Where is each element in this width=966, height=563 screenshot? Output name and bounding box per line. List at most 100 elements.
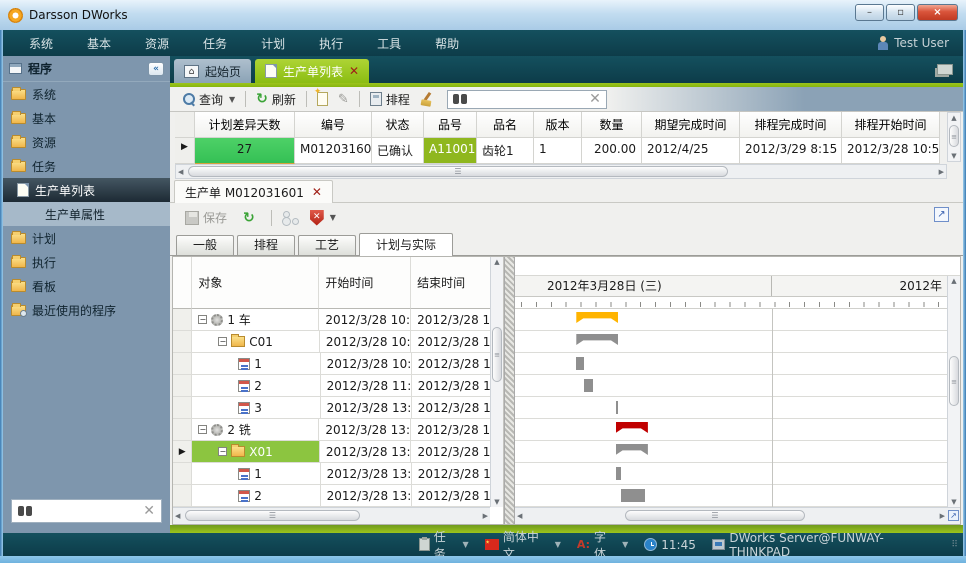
subtab-2[interactable]: 工艺 [298,235,357,255]
tree-object-cell[interactable]: − 2 铣 [192,419,320,441]
tree-table-horizontal-scrollbar[interactable]: ◀ ☰ ▶ [173,507,490,524]
gantt-row-0[interactable] [515,309,960,331]
grid-cell-9[interactable]: 2012/3/28 10:52 [842,138,940,164]
grid-column-header-5[interactable]: 版本 [534,112,582,138]
tree-row-4[interactable]: 3 2012/3/28 13:302012/3/28 13:40 [173,397,503,419]
grid-vertical-scrollbar[interactable]: ▲ ≡ ▼ [947,112,961,162]
detail-tab[interactable]: 生产单 M012031601 ✕ [174,180,333,203]
grid-column-header-4[interactable]: 品名 [477,112,534,138]
resize-grip[interactable]: ⠿ [951,539,959,550]
detail-tab-close-icon[interactable]: ✕ [311,185,322,199]
gantt-bar-summary[interactable] [616,444,648,455]
sidebar-item-9[interactable]: 最近使用的程序 [3,298,170,322]
sidebar-collapse-button[interactable]: « [148,61,164,76]
grid-column-header-2[interactable]: 状态 [372,112,424,138]
gantt-row-5[interactable] [515,419,960,441]
grid-cell-5[interactable]: 1 [534,138,582,164]
tree-table-vertical-scrollbar[interactable]: ▲ ≡ ▼ [490,257,503,507]
gantt-popout-corner[interactable]: ↗ [947,507,960,524]
sidebar-search-clear-icon[interactable]: ✕ [143,503,155,519]
clear-schedule-button[interactable] [415,90,439,108]
tree-row-0[interactable]: − 1 车 2012/3/28 10:522012/3/28 13:40 [173,309,504,331]
gantt-bar-task[interactable] [576,357,584,370]
grid-cell-4[interactable]: 齿轮1 [477,138,534,164]
grid-cell-2[interactable]: 已确认 [372,138,424,164]
tab-start-page[interactable]: ⌂ 起始页 [174,59,252,83]
tree-row-7[interactable]: 1 2012/3/28 13:302012/3/28 13:50 [173,463,503,485]
maximize-button[interactable]: ▫ [886,4,915,21]
gantt-popout-icon[interactable]: ↗ [948,510,959,521]
menu-item-0[interactable]: 系统 [29,36,54,51]
grid-cell-7[interactable]: 2012/4/25 [642,138,740,164]
grid-horizontal-scrollbar[interactable]: ◀ ☰ ▶ [175,164,947,179]
tree-expander-icon[interactable]: − [218,447,228,456]
tree-object-cell[interactable]: − C01 [192,331,320,353]
tree-row-6[interactable]: ▶ − X01 2012/3/28 13:302012/3/28 15:40 [173,441,503,463]
shield-dropdown-icon[interactable]: ▼ [329,213,336,222]
gantt-row-1[interactable] [515,331,960,353]
tree-object-cell[interactable]: − X01 [192,441,320,463]
tree-row-2[interactable]: 1 2012/3/28 10:522012/3/28 11:22 [173,353,503,375]
tree-object-cell[interactable]: 2 [192,485,321,507]
gantt-vertical-scrollbar[interactable]: ▲ ≡ ▼ [947,276,960,507]
sidebar-item-7[interactable]: 执行 [3,250,170,274]
tree-column-header-2[interactable]: 结束时间 [411,257,504,309]
gantt-bar-task[interactable] [583,379,594,392]
menu-item-6[interactable]: 工具 [377,36,402,51]
tree-row-3[interactable]: 2 2012/3/28 11:222012/3/28 12:00 [173,375,503,397]
tree-object-cell[interactable]: 2 [192,375,321,397]
tree-column-header-1[interactable]: 开始时间 [319,257,412,309]
sidebar-search-box[interactable]: ✕ [11,499,162,523]
grid-cell-8[interactable]: 2012/3/29 8:15 [740,138,842,164]
language-dropdown-icon[interactable]: ▼ [554,540,561,549]
sidebar-item-0[interactable]: 系统 [3,82,170,106]
gantt-horizontal-scrollbar[interactable]: ◀ ☰ ▶ [515,507,947,524]
subtab-0[interactable]: 一般 [176,235,235,255]
new-button[interactable] [312,87,333,108]
window-stack-icon[interactable] [937,64,953,75]
menu-item-4[interactable]: 计划 [261,36,286,51]
sidebar-item-5[interactable]: 生产单属性 [3,202,170,226]
tree-expander-icon[interactable]: − [198,425,208,434]
grid-column-header-6[interactable]: 数量 [582,112,642,138]
sidebar-item-4[interactable]: 生产单列表 [3,178,170,202]
tree-row-5[interactable]: − 2 铣 2012/3/28 13:302012/3/28 15:40 [173,419,504,441]
grid-column-header-3[interactable]: 品号 [424,112,477,138]
menu-item-2[interactable]: 资源 [145,36,170,51]
subtab-1[interactable]: 排程 [237,235,296,255]
minimize-button[interactable]: – [855,4,884,21]
menu-item-3[interactable]: 任务 [203,36,228,51]
task-dropdown-icon[interactable]: ▼ [462,540,469,549]
menu-item-5[interactable]: 执行 [319,36,344,51]
tab-close-icon[interactable]: ✕ [349,64,360,78]
grid-search-input[interactable]: ✕ [446,89,607,109]
user-indicator[interactable]: Test User [877,36,949,50]
tree-row-1[interactable]: − C01 2012/3/28 10:522012/3/28 13:40 [173,331,503,353]
tree-object-cell[interactable]: − 1 车 [192,309,320,331]
gantt-row-2[interactable] [515,353,960,375]
tree-object-cell[interactable]: 1 [192,353,321,375]
grid-column-header-7[interactable]: 期望完成时间 [642,112,740,138]
gantt-bar-summary[interactable] [616,422,648,433]
sidebar-item-2[interactable]: 资源 [3,130,170,154]
grid-column-header-9[interactable]: 排程开始时间 [842,112,940,138]
menu-item-1[interactable]: 基本 [87,36,112,51]
close-button[interactable]: × [917,4,958,21]
tree-expander-icon[interactable]: − [218,337,228,346]
sidebar-item-1[interactable]: 基本 [3,106,170,130]
tree-expander-icon[interactable]: − [198,315,208,324]
splitter-handle[interactable] [504,257,515,524]
query-dropdown-icon[interactable]: ▼ [229,94,236,104]
sidebar-item-3[interactable]: 任务 [3,154,170,178]
gantt-row-6[interactable] [515,441,960,463]
search-clear-icon[interactable]: ✕ [589,91,601,107]
grid-column-header-1[interactable]: 编号 [295,112,372,138]
sidebar-item-6[interactable]: 计划 [3,226,170,250]
subtab-3[interactable]: 计划与实际 [359,233,454,256]
query-button[interactable]: 查询 ▼ [178,89,240,110]
tree-column-header-0[interactable]: 对象 [192,257,320,309]
grid-column-header-0[interactable]: 计划差异天数 [195,112,295,138]
grid-column-header-8[interactable]: 排程完成时间 [740,112,842,138]
sidebar-item-8[interactable]: 看板 [3,274,170,298]
gantt-row-4[interactable] [515,397,960,419]
